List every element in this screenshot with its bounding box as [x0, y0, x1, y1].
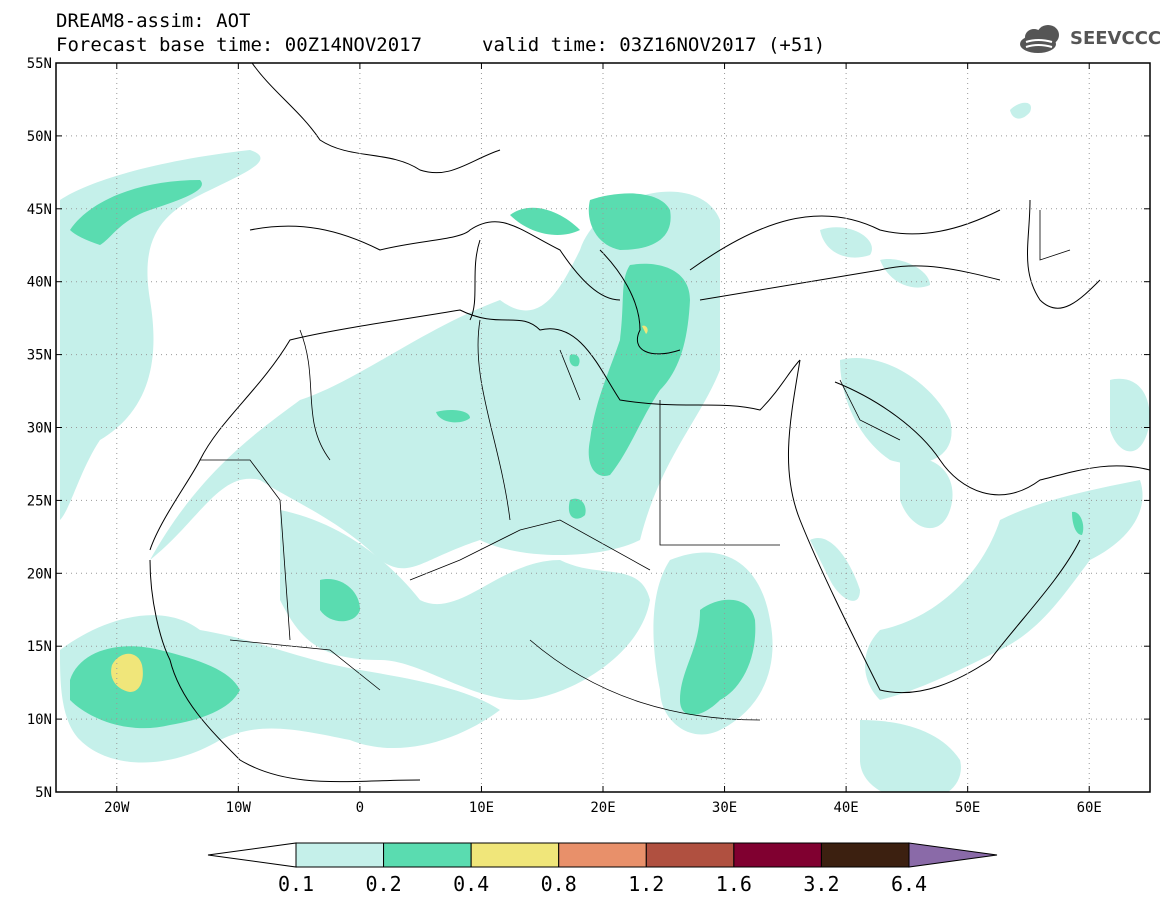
- colorbar-min-arrow: [207, 842, 297, 868]
- colorbar-swatch: [558, 842, 647, 868]
- lat-label: 15N: [27, 639, 52, 655]
- lat-label: 30N: [27, 421, 52, 437]
- lat-label: 40N: [27, 275, 52, 291]
- colorbar-label: 1.6: [715, 872, 752, 896]
- lat-label: 10N: [27, 712, 52, 728]
- lon-label: 50E: [955, 800, 980, 816]
- lat-label: 35N: [27, 348, 52, 364]
- lat-label: 25N: [27, 493, 52, 509]
- borders: [200, 210, 1071, 721]
- lat-label: 45N: [27, 202, 52, 218]
- lat-label: 55N: [27, 56, 52, 72]
- logo-text: SEEVCCC: [1070, 28, 1162, 49]
- colorbar-label: 0.8: [540, 872, 577, 896]
- colorbar-swatch: [733, 842, 822, 868]
- colorbar-swatch: [470, 842, 560, 868]
- colorbar-label: 0.4: [453, 872, 490, 896]
- lon-label: 40E: [833, 800, 858, 816]
- colorbar-label: 0.1: [277, 872, 315, 896]
- lat-label: 20N: [27, 566, 52, 582]
- colorbar-label: 6.4: [890, 872, 928, 896]
- colorbar-swatch: [383, 842, 472, 868]
- lon-label: 30E: [712, 800, 737, 816]
- lon-label: 60E: [1077, 800, 1102, 816]
- colorbar-label: 0.2: [365, 872, 402, 896]
- colorbar: [207, 842, 998, 868]
- lat-label: 50N: [27, 129, 52, 145]
- aot-field: [60, 102, 1150, 792]
- valid-time: valid time: 03Z16NOV2017 (+51): [482, 34, 826, 56]
- lon-label: 10E: [469, 800, 494, 816]
- lon-label: 10W: [226, 800, 252, 816]
- latitude-labels: 55N 50N 45N 40N 35N 30N 25N 20N 15N 10N 5N: [27, 56, 52, 801]
- coastlines: [149, 63, 1150, 783]
- lon-label: 0: [356, 800, 364, 816]
- cloud-icon: [1020, 25, 1059, 53]
- colorbar-label: 1.2: [628, 872, 665, 896]
- lon-label: 20W: [104, 800, 130, 816]
- lon-label: 20E: [590, 800, 615, 816]
- longitude-labels: 20W 10W 0 10E 20E 30E 40E 50E 60E: [104, 800, 1102, 816]
- colorbar-swatch: [820, 842, 910, 868]
- colorbar-max-arrow: [908, 842, 998, 868]
- forecast-base-time: Forecast base time: 00Z14NOV2017: [56, 34, 423, 56]
- colorbar-swatch: [645, 842, 735, 868]
- colorbar-label: 3.2: [803, 872, 840, 896]
- axis-ticks: [56, 62, 1150, 793]
- map-title: DREAM8-assim: AOT: [56, 10, 251, 32]
- colorbar-swatch: [295, 842, 385, 868]
- lat-label: 5N: [35, 785, 52, 801]
